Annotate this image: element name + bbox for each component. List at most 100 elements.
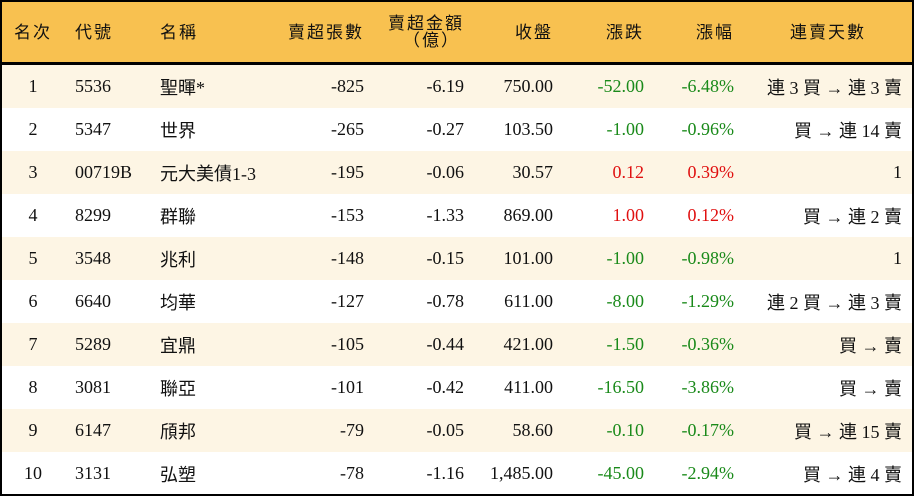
cell-close: 103.50 <box>503 119 554 139</box>
cell-change: 0.12 <box>612 162 645 182</box>
cell-net-amount: -1.16 <box>426 463 465 483</box>
header-code: 代號 <box>75 22 113 42</box>
header-change: 漲跌 <box>606 22 644 42</box>
cell-close: 1,485.00 <box>490 463 553 483</box>
cell-rank: 6 <box>28 291 38 311</box>
header-net-lots: 賣超張數 <box>288 22 364 42</box>
cell-code: 8299 <box>75 205 111 225</box>
cell-pct: -0.98% <box>681 248 735 268</box>
cell-pct: -0.96% <box>681 119 735 139</box>
cell-change: -52.00 <box>597 76 645 96</box>
cell-streak: 買 → 賣 <box>839 335 902 356</box>
cell-code: 5536 <box>75 76 111 96</box>
cell-net-lots: -79 <box>340 420 364 440</box>
header-close: 收盤 <box>515 22 553 42</box>
cell-name: 宜鼎 <box>160 335 196 356</box>
cell-streak: 買 → 連 15 賣 <box>794 421 902 442</box>
cell-rank: 7 <box>28 334 38 354</box>
cell-pct: -0.36% <box>681 334 735 354</box>
cell-close: 750.00 <box>503 76 554 96</box>
cell-net-lots: -265 <box>331 119 364 139</box>
header-rank: 名次 <box>14 22 52 42</box>
cell-name: 群聯 <box>160 206 196 227</box>
cell-streak: 買 → 連 2 賣 <box>803 206 902 227</box>
cell-code: 6640 <box>75 291 111 311</box>
cell-rank: 1 <box>28 76 38 96</box>
cell-pct: -3.86% <box>681 377 735 397</box>
header-net-amount-line1: 賣超金額 <box>388 14 464 33</box>
cell-close: 101.00 <box>503 248 554 268</box>
cell-net-lots: -825 <box>331 76 364 96</box>
cell-name: 頎邦 <box>160 421 196 442</box>
cell-change: -0.10 <box>606 420 645 440</box>
cell-name: 兆利 <box>160 249 196 270</box>
cell-rank: 2 <box>28 119 38 139</box>
cell-change: -1.50 <box>606 334 645 354</box>
cell-net-amount: -0.15 <box>426 248 465 268</box>
cell-net-lots: -105 <box>331 334 364 354</box>
cell-pct: -1.29% <box>681 291 735 311</box>
cell-net-amount: -0.44 <box>426 334 465 354</box>
cell-net-amount: -1.33 <box>426 205 465 225</box>
cell-net-lots: -153 <box>331 205 364 225</box>
cell-change: -1.00 <box>606 248 645 268</box>
cell-change: -45.00 <box>597 463 645 483</box>
cell-code: 5289 <box>75 334 111 354</box>
header-name: 名稱 <box>160 22 198 42</box>
cell-net-amount: -0.78 <box>426 291 465 311</box>
header-pct: 漲幅 <box>696 22 734 42</box>
cell-code: 3548 <box>75 248 111 268</box>
table-row: 2 5347 世界 -265 -0.27 103.50 -1.00 -0.96% 買 → 連 1… <box>2 108 912 151</box>
table-row: 8 3081 聯亞 -101 -0.42 411.00 -16.50 -3.86% 買 → 賣 <box>2 366 912 409</box>
cell-net-amount: -0.42 <box>426 377 465 397</box>
cell-close: 421.00 <box>503 334 554 354</box>
cell-rank: 5 <box>28 248 38 268</box>
cell-net-lots: -78 <box>340 463 364 483</box>
cell-code: 3081 <box>75 377 111 397</box>
cell-change: -1.00 <box>606 119 645 139</box>
header-streak: 連賣天數 <box>790 22 866 42</box>
cell-name: 均華 <box>160 292 196 313</box>
table-row: 4 8299 群聯 -153 -1.33 869.00 1.00 0.12% 買 → 連 2 賣 <box>2 194 912 237</box>
table-row: 1 5536 聖暉* -825 -6.19 750.00 -52.00 -6.48% 連 3 買… <box>2 65 912 108</box>
cell-net-amount: -0.27 <box>426 119 465 139</box>
cell-streak: 1 <box>893 248 902 268</box>
cell-streak: 連 2 買 → 連 3 賣 <box>767 292 902 313</box>
cell-streak: 買 → 連 4 賣 <box>803 464 902 485</box>
header-net-amount: 賣超金額 （億） <box>372 2 464 62</box>
cell-close: 411.00 <box>504 377 553 397</box>
cell-change: -16.50 <box>597 377 645 397</box>
cell-streak: 連 3 買 → 連 3 賣 <box>767 77 902 98</box>
cell-change: 1.00 <box>612 205 645 225</box>
cell-name: 弘塑 <box>160 464 196 485</box>
cell-name: 聖暉* <box>160 77 205 98</box>
cell-pct: 0.39% <box>687 162 735 182</box>
table-header: 名次 代號 名稱 賣超張數 賣超金額 （億） 收盤 漲跌 漲幅 連賣天數 <box>2 2 912 65</box>
table-row: 10 3131 弘塑 -78 -1.16 1,485.00 -45.00 -2.94% 買 → … <box>2 452 912 495</box>
cell-close: 611.00 <box>504 291 553 311</box>
cell-net-lots: -127 <box>331 291 364 311</box>
cell-close: 869.00 <box>503 205 554 225</box>
cell-net-amount: -0.06 <box>426 162 465 182</box>
cell-pct: 0.12% <box>687 205 735 225</box>
cell-close: 30.57 <box>512 162 554 182</box>
cell-streak: 買 → 連 14 賣 <box>794 120 902 141</box>
cell-name: 聯亞 <box>160 378 196 399</box>
table-row: 6 6640 均華 -127 -0.78 611.00 -8.00 -1.29% 連 2 買 →… <box>2 280 912 323</box>
cell-pct: -0.17% <box>681 420 735 440</box>
cell-name: 元大美債1-3 <box>160 163 256 184</box>
cell-net-lots: -101 <box>331 377 364 397</box>
cell-rank: 3 <box>28 162 38 182</box>
cell-net-lots: -148 <box>331 248 364 268</box>
cell-rank: 10 <box>24 463 42 483</box>
cell-rank: 8 <box>28 377 38 397</box>
cell-code: 3131 <box>75 463 111 483</box>
table-row: 7 5289 宜鼎 -105 -0.44 421.00 -1.50 -0.36% 買 → 賣 <box>2 323 912 366</box>
cell-rank: 4 <box>28 205 38 225</box>
cell-code: 6147 <box>75 420 111 440</box>
cell-streak: 買 → 賣 <box>839 378 902 399</box>
cell-pct: -2.94% <box>681 463 735 483</box>
cell-code: 5347 <box>75 119 111 139</box>
cell-net-lots: -195 <box>331 162 364 182</box>
